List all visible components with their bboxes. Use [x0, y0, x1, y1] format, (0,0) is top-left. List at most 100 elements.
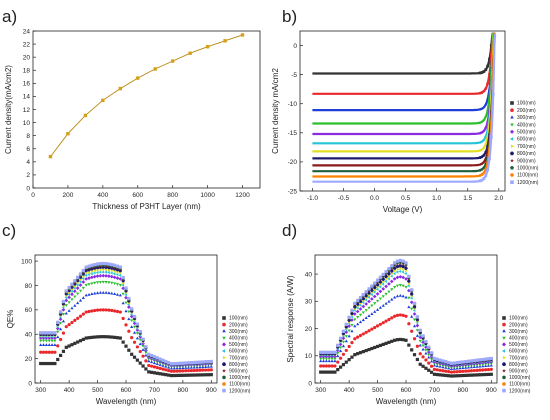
legend-label: 800(nm)	[509, 362, 528, 368]
spectrum-point	[481, 368, 485, 372]
x-tick-label: 400	[97, 192, 108, 199]
spectrum-point	[461, 369, 465, 373]
spectrum-point	[107, 262, 111, 266]
spectrum-point	[144, 359, 148, 363]
y-tick-label: 20	[23, 54, 31, 61]
spectrum-point	[135, 345, 139, 349]
spectrum-point	[99, 268, 103, 272]
spectrum-point	[84, 265, 88, 269]
spectrum-point	[350, 311, 354, 316]
spectrum-point	[464, 373, 468, 378]
spectrum-point	[441, 364, 445, 368]
spectrum-point	[93, 262, 97, 267]
spectrum-point	[324, 364, 328, 368]
legend-marker	[222, 316, 226, 320]
spectrum-point	[61, 299, 66, 304]
spectrum-point	[84, 283, 88, 287]
spectrum-point	[181, 369, 185, 373]
spectrum-point	[466, 369, 471, 373]
spectrum-point	[44, 350, 48, 354]
spectrum-point	[98, 270, 102, 274]
spectrum-point	[381, 277, 386, 281]
spectrum-point	[104, 308, 108, 312]
spectrum-point	[155, 356, 159, 360]
spectrum-point	[64, 325, 68, 329]
spectrum-point	[186, 369, 191, 373]
spectrum-point	[121, 286, 125, 291]
spectrum-point	[464, 369, 468, 373]
spectrum-point	[389, 274, 393, 278]
spectrum-point	[113, 292, 117, 296]
spectrum-point	[75, 283, 79, 287]
spectrum-point	[107, 274, 111, 278]
spectrum-point	[344, 335, 348, 338]
legend-label: 100(nm)	[229, 316, 248, 322]
y-tick-label: 6	[26, 146, 30, 153]
spectrum-point	[50, 339, 54, 343]
spectrum-point	[319, 370, 323, 374]
spectrum-point	[481, 357, 485, 362]
iv-marker	[484, 102, 488, 106]
y-tick-label: 24	[23, 28, 31, 35]
spectrum-point	[412, 318, 417, 322]
spectrum-point	[375, 283, 380, 287]
spectrum-point	[393, 261, 397, 265]
spectrum-point	[101, 280, 105, 284]
spectrum-point	[390, 339, 394, 343]
spectrum-point	[84, 336, 88, 340]
spectrum-point	[110, 335, 114, 339]
spectrum-point	[407, 296, 411, 300]
spectrum-point	[104, 291, 108, 294]
spectrum-point	[327, 370, 331, 374]
spectrum-point	[175, 361, 179, 366]
spectrum-point	[389, 279, 394, 284]
spectrum-point	[399, 267, 403, 271]
spectrum-point	[424, 351, 428, 355]
spectrum-point	[469, 359, 474, 363]
legend-label: 900(nm)	[509, 369, 528, 375]
spectrum-point	[395, 294, 400, 298]
spectrum-point	[201, 368, 205, 372]
iv-marker	[484, 135, 487, 138]
spectrum-point	[178, 373, 182, 377]
spectrum-point	[101, 270, 105, 274]
spectrum-point	[58, 310, 63, 314]
spectrum-point	[321, 357, 326, 361]
spectrum-point	[353, 324, 357, 328]
iv-marker	[484, 174, 488, 178]
spectrum-point	[321, 350, 326, 354]
spectrum-point	[481, 373, 485, 377]
spectrum-point	[324, 350, 328, 354]
spectrum-point	[184, 373, 188, 377]
y-tick-label: 16	[23, 81, 31, 88]
spectrum-point	[95, 335, 100, 339]
spectrum-point	[73, 318, 77, 323]
spectrum-point	[61, 319, 66, 323]
spectrum-point	[458, 374, 462, 378]
spectrum-point	[107, 266, 111, 270]
iv-marker	[482, 138, 485, 142]
iv-marker	[484, 157, 488, 161]
spectrum-point	[87, 292, 91, 296]
legend-label: 700(nm)	[229, 355, 248, 361]
spectrum-point	[427, 361, 431, 365]
spectrum-point	[181, 361, 185, 365]
spectrum-point	[384, 341, 388, 345]
y-tick-label: -15	[288, 130, 298, 137]
spectrum-point	[321, 359, 326, 363]
spectrum-point	[98, 308, 103, 312]
spectrum-point	[118, 336, 122, 340]
spectrum-point	[144, 353, 148, 357]
spectrum-point	[75, 286, 80, 290]
spectrum-point	[64, 295, 68, 300]
legend-marker	[510, 101, 514, 105]
spectrum-point	[155, 371, 159, 375]
spectrum-point	[344, 330, 349, 335]
spectrum-point	[127, 310, 131, 314]
y-tick-label: 10	[23, 120, 31, 127]
spectrum-point	[449, 361, 454, 365]
spectrum-point	[67, 295, 71, 300]
spectrum-point	[90, 263, 94, 267]
spectrum-point	[409, 296, 413, 300]
legend-marker	[510, 173, 514, 177]
